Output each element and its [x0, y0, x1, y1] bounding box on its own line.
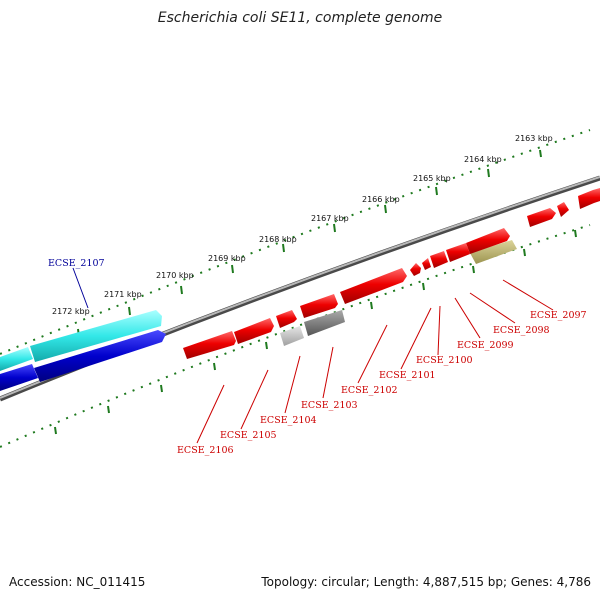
gene-arrow — [470, 240, 517, 264]
kbp-label: 2163 kbp — [515, 134, 553, 143]
ruler-tick — [422, 282, 425, 291]
kbp-label: 2165 kbp — [413, 174, 451, 183]
ruler-tick — [180, 285, 183, 295]
ruler-tick — [435, 186, 438, 196]
gene-label: ECSE_2098 — [493, 325, 550, 336]
kbp-label: 2167 kbp — [311, 214, 349, 223]
gene-arrow — [0, 347, 33, 371]
ruler-tick — [107, 405, 110, 414]
gene-arrow — [0, 364, 38, 391]
ruler-tick — [523, 248, 526, 257]
gene-label: ECSE_2107 — [48, 258, 105, 269]
gene-arrow — [410, 263, 421, 276]
reverse-strand-genes — [0, 310, 166, 391]
gene-arrow — [234, 318, 274, 344]
gene-arrow — [527, 208, 556, 227]
kbp-label: 2172 kbp — [52, 307, 90, 316]
ruler-tick — [213, 362, 216, 371]
gene-label: ECSE_2106 — [177, 445, 234, 456]
ruler-tick — [487, 168, 490, 178]
gene-arrow — [300, 294, 338, 318]
ruler-tick — [472, 265, 475, 274]
label-leader-lines — [72, 267, 554, 444]
ruler-tick — [370, 301, 373, 310]
gene-arrow — [280, 326, 304, 346]
gene-arrow — [183, 331, 236, 359]
gene-arrow — [304, 310, 345, 336]
gene-arrow — [466, 228, 510, 254]
kbp-label: 2169 kbp — [208, 254, 246, 263]
gene-label: ECSE_2102 — [341, 385, 398, 396]
gene-arrow — [422, 258, 431, 270]
kbp-label: 2168 kbp — [259, 235, 297, 244]
kbp-label: 2171 kbp — [104, 290, 142, 299]
ruler-tick — [160, 384, 163, 393]
forward-strand-genes — [183, 188, 600, 359]
genome-backbone — [0, 175, 600, 402]
kbp-label: 2164 kbp — [464, 155, 502, 164]
accession-text: Accession: NC_011415 — [9, 575, 145, 589]
gene-labels: ECSE_2097 ECSE_2098 ECSE_2099 ECSE_2100 … — [48, 258, 587, 456]
gene-label: ECSE_2097 — [530, 310, 587, 321]
gene-label: ECSE_2101 — [379, 370, 436, 381]
gene-label: ECSE_2103 — [301, 400, 358, 411]
kbp-label: 2170 kbp — [156, 271, 194, 280]
gene-arrow — [578, 188, 600, 209]
ruler-tick — [128, 306, 131, 316]
gene-label: ECSE_2100 — [416, 355, 473, 366]
ruler-tick — [231, 264, 234, 274]
ruler-tick — [54, 426, 57, 435]
map-title: Escherichia coli SE11, complete genome — [158, 10, 442, 26]
gene-arrow — [276, 310, 297, 328]
gene-arrow — [340, 268, 407, 304]
gene-arrow — [430, 251, 448, 268]
ruler-tick — [282, 243, 285, 253]
gene-arrow — [446, 243, 470, 262]
gene-label: ECSE_2105 — [220, 430, 277, 441]
ruler-tick — [384, 204, 387, 214]
gene-arrow — [30, 310, 162, 362]
ruler-tick — [539, 149, 542, 158]
gene-label: ECSE_2104 — [260, 415, 317, 426]
gene-arrow — [557, 202, 569, 217]
ruler-tick — [265, 341, 268, 350]
ruler-tick — [333, 223, 336, 233]
kbp-label: 2166 kbp — [362, 195, 400, 204]
gene-label: ECSE_2099 — [457, 340, 514, 351]
gene-arrow — [34, 330, 166, 382]
genome-info-text: Topology: circular; Length: 4,887,515 bp… — [260, 575, 591, 589]
ruler-tick — [574, 229, 577, 238]
